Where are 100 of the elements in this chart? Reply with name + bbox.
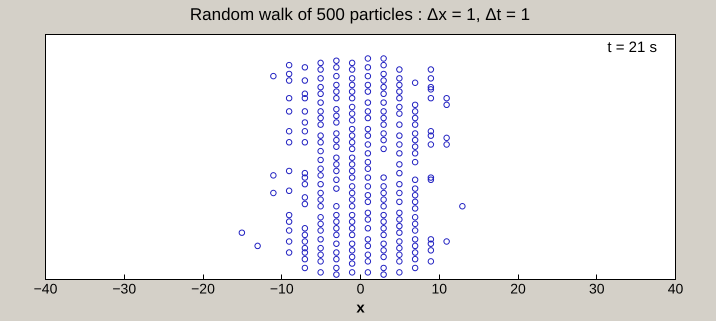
- point: [286, 62, 292, 68]
- point: [333, 271, 340, 278]
- point: [364, 82, 372, 88]
- point: [333, 57, 340, 64]
- point: [270, 72, 277, 80]
- point: [333, 161, 340, 168]
- point: [428, 86, 434, 93]
- point: [396, 180, 403, 188]
- point: [364, 198, 372, 206]
- point: [396, 216, 403, 223]
- point: [317, 66, 324, 73]
- point: [333, 130, 340, 137]
- point: [459, 203, 466, 210]
- point: [238, 229, 246, 236]
- point: [317, 236, 324, 243]
- point: [364, 192, 372, 198]
- point: [412, 205, 418, 212]
- point: [317, 84, 324, 90]
- point: [317, 60, 324, 66]
- point: [302, 77, 308, 84]
- point: [396, 161, 403, 168]
- point: [348, 260, 356, 267]
- point: [364, 158, 372, 166]
- point: [302, 244, 308, 252]
- point: [333, 249, 340, 256]
- point: [270, 190, 277, 196]
- point: [317, 196, 324, 203]
- point: [317, 99, 324, 106]
- point: [443, 141, 450, 148]
- point: [428, 132, 434, 139]
- point: [428, 141, 434, 148]
- point: [364, 269, 372, 276]
- point: [317, 244, 324, 252]
- point: [317, 227, 324, 234]
- point: [380, 212, 387, 218]
- point: [364, 114, 372, 122]
- point: [428, 75, 434, 82]
- point: [286, 128, 292, 134]
- point: [396, 94, 403, 102]
- point: [412, 192, 418, 198]
- point: [396, 229, 403, 236]
- point: [348, 146, 356, 152]
- point: [317, 180, 324, 188]
- point: [317, 132, 324, 139]
- point: [396, 75, 403, 82]
- point: [396, 170, 403, 176]
- point: [348, 269, 356, 276]
- point: [412, 114, 418, 122]
- x-tick-label: 30: [588, 280, 605, 296]
- point: [364, 225, 372, 232]
- point: [412, 121, 418, 128]
- x-tick-label: −40: [34, 280, 58, 296]
- point: [364, 108, 372, 115]
- point: [348, 88, 356, 95]
- point: [396, 252, 403, 258]
- point: [302, 249, 308, 256]
- point: [302, 94, 308, 102]
- point: [412, 136, 418, 144]
- point: [364, 210, 372, 216]
- point: [412, 176, 418, 184]
- point: [380, 240, 387, 247]
- point: [348, 212, 356, 218]
- point: [443, 238, 450, 245]
- point: [302, 194, 308, 201]
- point: [333, 264, 340, 272]
- point: [380, 136, 387, 144]
- point: [412, 264, 418, 272]
- point: [286, 227, 292, 234]
- point: [254, 242, 261, 250]
- point: [348, 94, 356, 102]
- point: [286, 168, 292, 174]
- point: [412, 220, 418, 228]
- point: [286, 77, 292, 84]
- point: [333, 218, 340, 225]
- point: [302, 225, 308, 232]
- point: [348, 218, 356, 225]
- point: [333, 112, 340, 120]
- point: [333, 240, 340, 247]
- point: [333, 88, 340, 95]
- point: [317, 108, 324, 115]
- point: [348, 247, 356, 254]
- point: [333, 154, 340, 161]
- point: [380, 90, 387, 98]
- point: [428, 258, 434, 265]
- point: [348, 132, 356, 139]
- point: [302, 256, 308, 262]
- point: [396, 82, 403, 88]
- point: [364, 72, 372, 80]
- point: [412, 158, 418, 166]
- point: [302, 180, 308, 188]
- point: [333, 136, 340, 144]
- point: [412, 256, 418, 262]
- point: [286, 249, 292, 256]
- point: [286, 212, 292, 218]
- point: [412, 214, 418, 220]
- point: [412, 249, 418, 256]
- point: [443, 94, 450, 102]
- point: [317, 121, 324, 128]
- point: [428, 94, 434, 102]
- point: [317, 156, 324, 164]
